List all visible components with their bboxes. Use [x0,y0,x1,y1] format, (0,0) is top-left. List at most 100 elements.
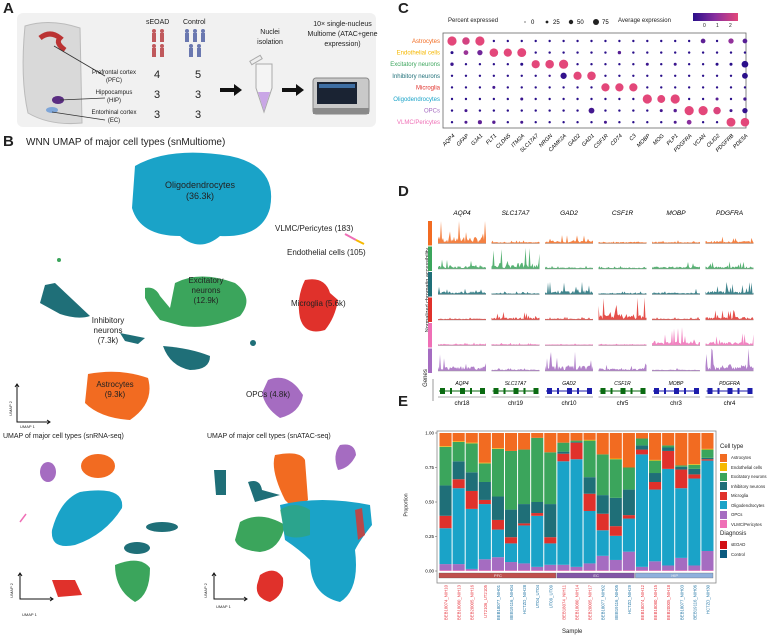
bar-segment-opcs [701,550,714,571]
bar-segment-oligodendrocytes [478,504,491,560]
bar-segment-opcs [439,564,452,571]
expression-dot [548,97,551,101]
sample-label: BEB18077_NIH03 [679,584,684,620]
microglia-cluster [298,279,338,332]
expression-dot [576,97,579,101]
size-legend: 0 25 50 75 [524,19,609,26]
diagnosis-legend-item: Control [720,550,745,560]
expression-dot [478,74,482,77]
accessibility-track [491,247,540,269]
bar-segment-microglia [491,519,504,530]
chromatin-tracks: AQP4 SLC17A7 GAD2 CSF1R MOBP PDGFRA AQP4 chr18 S… [428,210,754,407]
control-person-icon [185,29,205,57]
bar-segment-astrocytes [570,433,583,441]
expression-dot [477,49,483,56]
chromosome-label: chr5 [617,401,629,407]
bar-segment-opcs [478,559,491,571]
expression-dot [576,109,579,112]
panel-label-a: A [3,0,14,17]
sample-label: BEB18080_NIH14 [575,584,580,620]
tube-icon [249,54,273,114]
bar-segment-inhibitory-neurons [439,485,452,516]
bar-segment-inhibitory-neurons [478,481,491,500]
region-hip-label: Hippocampus (HIP) [95,90,133,104]
accessibility-track [545,343,593,346]
bar-segment-astrocytes [465,433,478,443]
gene-model-label: CSF1R [614,381,631,387]
bar-segment-endothelial-cells [452,441,465,442]
diagnosis-legend-title: Diagnosis [720,531,747,537]
expression-dot [506,74,509,77]
color-legend-bar [693,13,738,21]
sample-label: BEB18077_NIH01 [496,584,501,620]
inhibitory-neurons-cluster [40,283,90,318]
legend-swatch [720,453,727,462]
expression-dot [701,63,705,66]
gene-label: GFAP [456,133,471,148]
bar-segment-vlmc-pericytes [662,570,675,571]
bar-segment-oligodendrocytes [518,525,531,564]
accessibility-track [652,327,700,346]
expression-dot [646,74,649,77]
bar-segment-excitatory-neurons [570,440,583,442]
accessibility-track [705,281,754,295]
sample-bar [518,433,531,571]
bar-segment-microglia [583,493,596,511]
accessibility-track [652,368,700,371]
expression-dot [447,36,457,46]
bar-segment-astrocytes [531,433,544,438]
expression-dot [506,109,509,112]
expression-dot [646,51,649,54]
expression-dot [604,109,607,112]
track-gene-header: GAD2 [560,210,578,217]
accessibility-track [491,291,540,295]
expression-dot [520,74,523,77]
sample-bar [531,433,544,571]
sample-label: UT09_UT09 [548,584,553,608]
expression-dot [517,48,527,58]
expression-dot [701,74,705,77]
expression-dot [632,97,635,101]
accessibility-track [491,368,540,371]
bar-segment-vlmc-pericytes [622,570,635,571]
bar-segment-microglia [701,459,714,461]
track-gene-header: AQP4 [452,210,471,217]
bar-segment-opcs [662,565,675,571]
color-legend-tick-2: 2 [729,23,732,29]
bar-segment-oligodendrocytes [635,454,649,567]
expression-dot [506,63,509,66]
bar-segment-opcs [557,564,570,571]
legend-item: Inhibitory neurons [720,482,767,492]
sample-bar [635,433,649,571]
accessibility-track [438,259,486,269]
bar-segment-endothelial-cells [465,442,478,444]
umap-x-label: UMAP 1 [20,424,35,429]
expression-dot [545,59,554,69]
y-tick-label: 1.00 [425,431,434,436]
legend-label: sEOAD [731,542,746,548]
track-celltype-bar [428,297,432,322]
expression-dot [604,74,607,77]
accessibility-track [491,240,540,244]
bar-segment-vlmc-pericytes [570,570,583,571]
sample-label: HCTZD_NIH28 [522,584,527,614]
expression-dot [506,39,509,43]
color-legend-tick-1: 1 [716,23,719,29]
bar-segment-astrocytes [688,433,701,465]
legend-item: Astrocytes [720,453,767,463]
sample-bar [596,433,609,571]
legend-label: Excitatory neurons [731,474,767,480]
expression-dot [743,51,747,54]
hip-control-count: 3 [195,89,202,101]
row-label: Astrocytes [412,39,440,45]
umap-axes-icon [14,383,51,425]
expression-dot [604,51,607,54]
track-celltype-bar [428,348,432,373]
legend-swatch [720,510,727,519]
astrocytes-cluster [273,453,308,510]
expression-dot [506,97,509,101]
expression-dot [673,108,677,113]
size-legend-25: 25 [553,20,560,26]
bar-segment-inhibitory-neurons [518,504,531,524]
bar-segment-vlmc-pericytes [518,570,531,571]
